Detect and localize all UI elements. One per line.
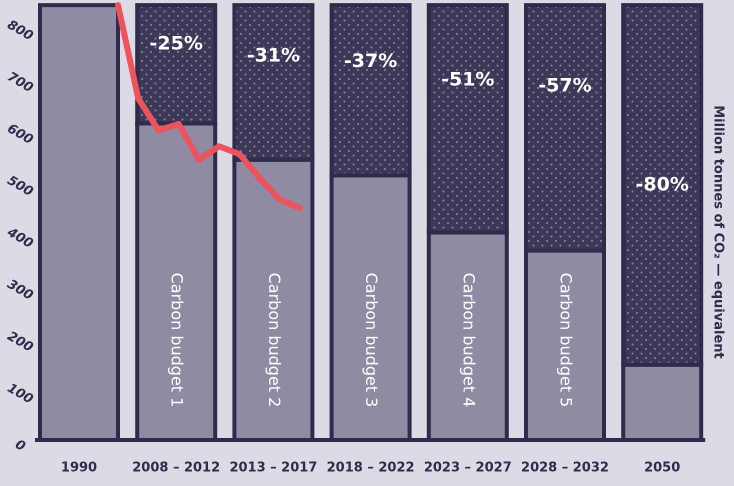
reduction-segment bbox=[329, 3, 412, 178]
reduction-label: -25% bbox=[150, 33, 203, 55]
x-tick-label: 1990 bbox=[61, 461, 97, 476]
budget-segment bbox=[524, 248, 606, 442]
x-tick-label: 2013 – 2017 bbox=[229, 461, 317, 476]
budget-segment bbox=[621, 362, 704, 442]
y-axis-label: Million tonnes of CO₂ — equivalent bbox=[711, 105, 726, 358]
bar-label: Carbon budget 4 bbox=[459, 273, 478, 408]
bar-label: Carbon budget 5 bbox=[557, 273, 576, 408]
reduction-segment bbox=[524, 3, 606, 253]
reduction-segment bbox=[621, 3, 704, 367]
bar-label: Carbon budget 2 bbox=[265, 273, 284, 408]
reduction-label: -80% bbox=[636, 173, 689, 195]
bar-label: Carbon budget 3 bbox=[362, 273, 381, 408]
reduction-segment bbox=[426, 3, 509, 235]
emissions-line bbox=[115, 2, 303, 212]
reduction-label: -57% bbox=[538, 75, 591, 97]
budget-segment bbox=[329, 173, 412, 442]
reduction-label: -31% bbox=[247, 45, 300, 67]
reduction-label: -37% bbox=[344, 50, 397, 72]
reduction-segment bbox=[232, 3, 315, 162]
x-tick-label: 2050 bbox=[644, 461, 680, 476]
x-tick-label: 2028 – 2032 bbox=[521, 461, 609, 476]
reduction-segment bbox=[135, 3, 218, 126]
reduction-label: -51% bbox=[441, 69, 494, 91]
budget-segment bbox=[135, 121, 218, 442]
x-tick-label: 2023 – 2027 bbox=[424, 461, 512, 476]
x-tick-label: 2018 – 2022 bbox=[327, 461, 415, 476]
x-tick-label: 2008 – 2012 bbox=[132, 461, 220, 476]
budget-segment bbox=[38, 3, 120, 443]
bar-label: Carbon budget 1 bbox=[168, 273, 187, 408]
